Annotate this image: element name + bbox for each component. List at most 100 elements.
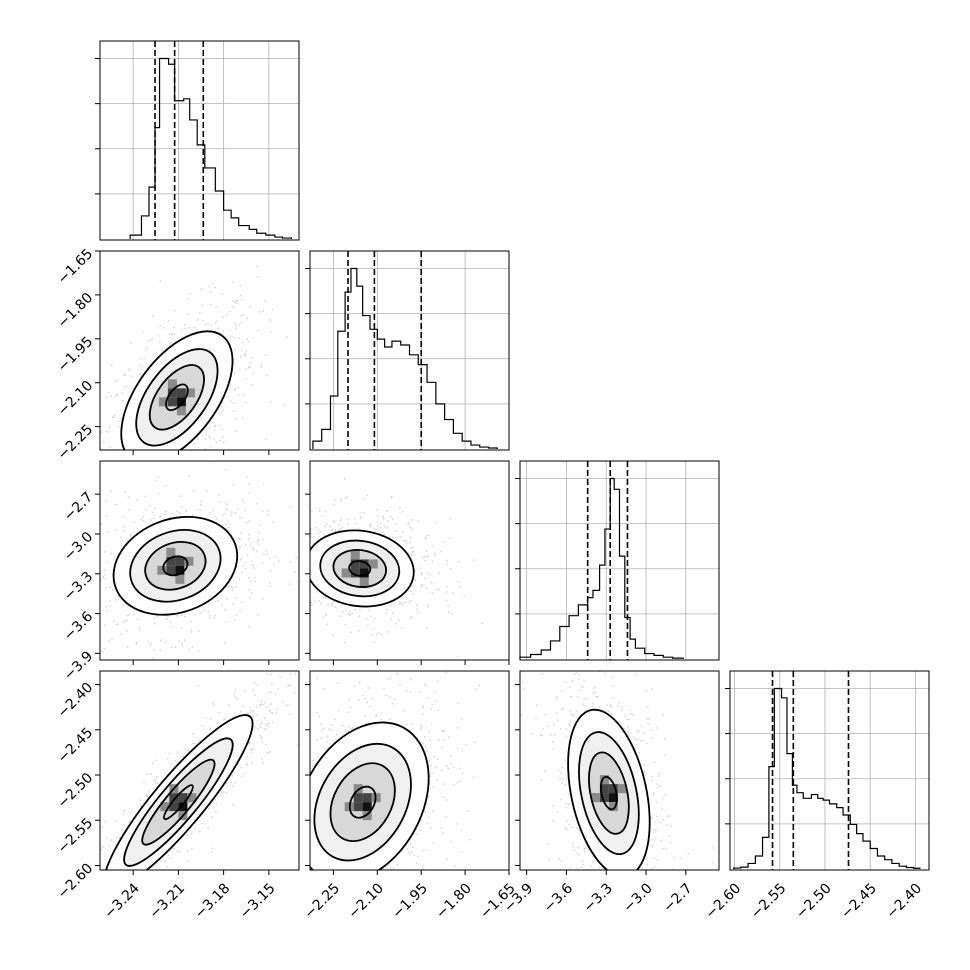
y-tick-label: −3.9 (61, 648, 96, 683)
histogram-panel-1 (305, 250, 510, 451)
scatter-panel-3-2 (515, 670, 720, 875)
x-tick-label: −2.45 (838, 880, 880, 922)
histogram-panel-3 (725, 670, 930, 871)
y-tick-label: −3.3 (61, 569, 96, 604)
scatter-panel-2-0 (95, 460, 300, 665)
panel-frame (309, 460, 510, 661)
panel-frame (309, 250, 510, 451)
density-cell (166, 547, 176, 557)
contour-line (123, 737, 234, 867)
density-cell (157, 565, 167, 575)
scatter-panel-3-1 (305, 670, 510, 875)
density-cell (362, 793, 372, 803)
panel-frame (519, 670, 720, 871)
x-tick-label: −2.50 (793, 880, 835, 922)
density-cell (176, 388, 186, 398)
density-cell (362, 811, 372, 821)
density-cell (178, 793, 188, 803)
contour-line (165, 383, 189, 412)
histogram-steps (312, 267, 498, 449)
density-cell (175, 565, 185, 575)
x-tick-label: −2.55 (748, 880, 790, 922)
contour-line (120, 330, 234, 450)
histogram-steps (519, 477, 684, 659)
y-tick-label: −2.50 (55, 770, 97, 812)
density-cell (341, 568, 351, 578)
contour-line (348, 560, 372, 577)
contour-line (348, 785, 377, 819)
density-cell (166, 556, 176, 566)
panel-frame (729, 670, 930, 871)
contour-line (332, 548, 387, 588)
panel-frame (99, 40, 300, 241)
density-cell (169, 802, 179, 812)
histogram-steps (129, 57, 293, 239)
x-tick-label: −2.10 (345, 880, 387, 922)
density-cell (167, 379, 177, 389)
y-tick-label: −2.7 (61, 489, 96, 524)
x-tick-label: −3.0 (620, 880, 655, 915)
density-cell (617, 784, 627, 794)
density-cell (187, 793, 197, 803)
density-cell (599, 775, 609, 785)
x-tick-label: −2.25 (302, 880, 344, 922)
y-tick-label: −2.10 (55, 378, 97, 420)
density-cell (350, 568, 360, 578)
density-cell (160, 802, 170, 812)
x-tick-label: −3.6 (541, 880, 576, 915)
scatter-panel-1-0 (95, 250, 300, 455)
x-tick-label: −2.60 (703, 880, 745, 922)
y-tick-label: −2.40 (55, 680, 97, 722)
contour-line (135, 348, 219, 447)
panel-frame (99, 250, 300, 451)
contour-line (163, 784, 194, 821)
density-cell (368, 559, 378, 569)
y-tick-label: −3.0 (61, 529, 96, 564)
density-cell (599, 784, 609, 794)
density-cell (169, 793, 179, 803)
scatter-panel-2-1 (305, 460, 510, 665)
density-cell (350, 550, 360, 560)
y-tick-label: −1.65 (55, 246, 97, 288)
density-cell (359, 568, 369, 578)
density-cell (608, 784, 618, 794)
y-tick-label: −2.60 (55, 860, 97, 902)
contour-line (129, 529, 222, 603)
y-tick-label: −2.45 (55, 725, 97, 767)
x-tick-label: −3.21 (146, 880, 188, 922)
density-cell (158, 397, 168, 407)
x-tick-label: −2.40 (884, 880, 926, 922)
panel-frame (309, 670, 510, 871)
histogram-panel-0 (95, 40, 300, 241)
x-tick-label: −1.95 (389, 880, 431, 922)
y-tick-label: −3.6 (61, 608, 96, 643)
contour-line (578, 731, 640, 856)
x-tick-label: −3.15 (237, 880, 279, 922)
density-cell (353, 802, 363, 812)
density-cell (359, 577, 369, 587)
contour-line (162, 555, 189, 577)
contour-line (310, 529, 415, 608)
panel-frame (99, 670, 300, 871)
density-cell (176, 406, 186, 416)
contour-line (600, 775, 618, 811)
density-cell (362, 802, 372, 812)
histogram-panel-2 (515, 460, 720, 661)
density-cell (184, 556, 194, 566)
density-cell (166, 565, 176, 575)
panel-frame (99, 460, 300, 661)
x-tick-label: −3.3 (581, 880, 616, 915)
contour-line (112, 515, 239, 616)
contour-line (144, 541, 207, 591)
contour-line (319, 539, 401, 598)
density-cell (175, 556, 185, 566)
contour-line (588, 751, 630, 835)
density-cell (608, 802, 618, 812)
y-tick-label: −2.55 (55, 815, 97, 857)
contour-line (313, 742, 412, 862)
x-tick-label: −3.18 (192, 880, 234, 922)
density-cell (608, 793, 618, 803)
density-cell (599, 793, 609, 803)
x-tick-label: −1.80 (433, 880, 475, 922)
